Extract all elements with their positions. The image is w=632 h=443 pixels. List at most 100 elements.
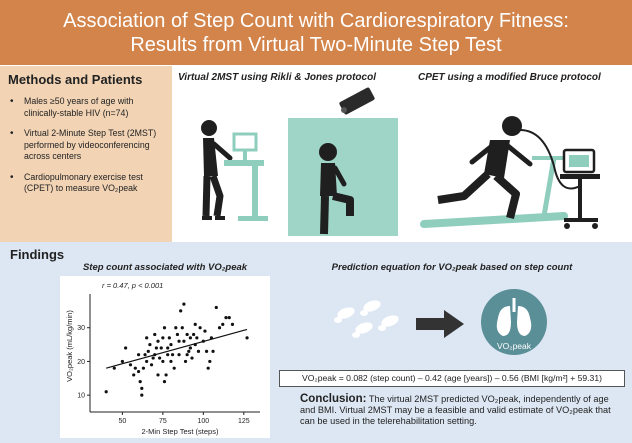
data-point [193,322,197,326]
data-point [167,336,171,340]
x-tick-label: 75 [159,418,167,425]
data-point [162,380,167,384]
video-camera-icon [339,87,375,115]
data-point [174,326,178,330]
data-point [204,349,209,353]
data-point [141,366,146,370]
chart-title: Step count associated with VO₂peak [82,262,248,273]
data-point [154,346,158,350]
data-point [188,336,192,340]
data-point [161,336,165,340]
x-tick-label: 125 [238,418,250,425]
data-point [159,346,163,350]
data-point [132,373,136,377]
data-point [169,342,173,347]
chart-annotation: r = 0.47, p < 0.001 [102,281,163,290]
data-point [179,309,183,313]
data-point [149,363,154,367]
data-point [148,342,152,347]
data-point [192,332,196,337]
data-point [198,326,202,330]
scatter-plot: r = 0.47, p < 0.001 2-Min Step Test (ste… [65,281,260,436]
data-point [177,353,181,357]
data-point [112,366,116,370]
data-point [158,356,162,360]
data-point [224,316,228,320]
virtual-2mst-panel: Virtual 2MST using Rikli & Jones protoco… [172,66,404,242]
data-point [175,332,180,337]
data-point [195,336,199,340]
title-line-2: Results from Virtual Two-Minute Step Tes… [130,34,502,56]
data-point [245,336,249,340]
stepping-person-icon [319,143,354,235]
data-point [206,366,210,370]
y-tick-label: 10 [77,393,85,400]
lung-label: VO₂peak [497,341,532,351]
data-point [151,356,155,360]
title-line-1: Association of Step Count with Cardiores… [63,10,569,32]
cpet-illustration [420,116,600,229]
data-point [227,316,231,320]
data-point [104,390,108,394]
data-point [188,346,192,350]
monitor-cart-icon [560,148,600,229]
findings-panel: Findings Step count associated with VO₂p… [0,242,632,443]
cpet-title: CPET using a modified Bruce protocol [418,72,601,83]
header-banner: Association of Step Count with Cardiores… [0,0,632,65]
person-at-desk-icon [201,120,233,220]
data-point [136,353,141,357]
conclusion-label: Conclusion: [300,393,367,405]
conclusion-text: The virtual 2MST predicted VO₂peak, inde… [300,394,611,426]
treadmill-icon [420,156,568,228]
x-tick-label: 100 [197,418,209,425]
data-point [180,326,184,330]
data-point [208,359,212,364]
prediction-equation: VO₂peak = 0.082 (step count) – 0.42 (age… [279,370,625,387]
standing-desk-icon [224,132,268,221]
data-point [185,332,189,337]
scatter-chart: r = 0.47, p < 0.001 2-Min Step Test (ste… [60,276,270,438]
methods-list: Males ≥50 years of age with clinically-s… [8,96,168,204]
data-point [162,326,167,330]
data-point [217,326,222,330]
data-point [170,353,175,357]
methods-bullet: Cardiopulmonary exercise test (CPET) to … [8,172,168,195]
data-point [145,336,149,340]
methods-bullet: Males ≥50 years of age with clinically-s… [8,96,168,119]
cpet-panel: CPET using a modified Bruce protocol [404,66,632,242]
data-point [183,359,188,364]
x-axis-label: 2-Min Step Test (steps) [142,427,219,436]
data-point [164,373,168,377]
data-point [221,322,225,326]
data-point [133,366,137,370]
data-point [196,349,201,353]
data-point [203,329,207,333]
y-axis-label: VO₂peak (mL/kg/min) [65,310,74,382]
data-point [211,349,215,353]
y-tick-label: 30 [77,325,85,332]
data-point [166,353,170,357]
methods-title: Methods and Patients [8,72,143,87]
prediction-title: Prediction equation for VO₂peak based on… [331,262,573,273]
data-point [153,332,157,337]
data-point [161,359,165,364]
data-point [145,359,149,364]
data-point [185,353,189,357]
data-point [143,353,147,357]
virtual-2mst-title: Virtual 2MST using Rikli & Jones protoco… [178,72,376,83]
data-point [156,373,160,377]
data-point [140,386,144,390]
methods-bullet: Virtual 2-Minute Step Test (2MST) perfor… [8,128,168,163]
data-point [124,346,128,350]
data-point [182,339,186,343]
data-point [156,339,160,343]
data-point [187,349,191,353]
data-point [138,380,142,384]
data-point [169,359,173,364]
data-point [136,369,141,374]
conclusion: Conclusion: The virtual 2MST predicted V… [300,393,626,427]
running-person-icon [437,116,581,219]
data-point [140,393,144,397]
data-point [182,302,186,306]
data-point [214,305,218,310]
